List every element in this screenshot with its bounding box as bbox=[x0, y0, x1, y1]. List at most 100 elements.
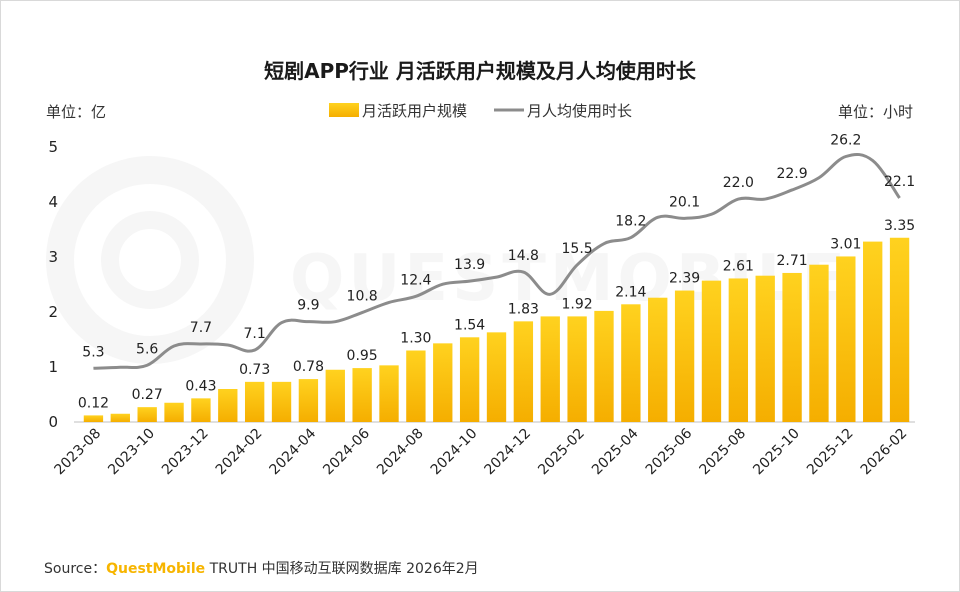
bar-label: 1.92 bbox=[562, 296, 593, 312]
x-tick-label: 2025-10 bbox=[750, 426, 803, 479]
bar bbox=[836, 256, 856, 422]
y-tick-label: 2 bbox=[48, 303, 58, 321]
x-tick-label: 2024-12 bbox=[482, 426, 535, 479]
bar bbox=[164, 402, 184, 422]
bar bbox=[406, 350, 426, 422]
bar-label: 0.95 bbox=[347, 348, 378, 364]
line-series bbox=[93, 152, 901, 370]
x-tick-label: 2025-02 bbox=[535, 426, 588, 479]
x-tick-label: 2023-10 bbox=[105, 426, 158, 479]
line-label: 14.8 bbox=[508, 248, 539, 264]
bar-label: 3.35 bbox=[884, 218, 915, 234]
bar-label: 2.71 bbox=[776, 253, 807, 269]
bar bbox=[379, 365, 399, 422]
bar bbox=[298, 379, 319, 422]
bar bbox=[728, 278, 749, 422]
line-label: 20.1 bbox=[669, 194, 700, 210]
line-label: 5.3 bbox=[82, 344, 104, 360]
bar-label: 0.43 bbox=[185, 378, 216, 394]
y-tick-label: 1 bbox=[48, 358, 58, 376]
x-tick-label: 2025-08 bbox=[696, 426, 749, 479]
source-rest: TRUTH 中国移动互联网数据库 2026年2月 bbox=[209, 561, 479, 577]
y-tick-label: 0 bbox=[48, 413, 58, 431]
bar bbox=[809, 264, 829, 422]
bar-label: 1.83 bbox=[508, 301, 539, 317]
line-label: 18.2 bbox=[615, 214, 646, 230]
bar bbox=[352, 368, 372, 422]
bar bbox=[621, 304, 641, 422]
bar-data-labels: 0.12 0.27 0.43 0.73 0.78 0.95 1.30 1.54 1.83 1.92… bbox=[78, 218, 915, 412]
x-tick-label: 2024-10 bbox=[428, 426, 481, 479]
source-note: Source：QuestMobile TRUTH 中国移动互联网数据库 2026… bbox=[44, 558, 479, 578]
bar bbox=[540, 316, 560, 422]
x-tick-label: 2023-12 bbox=[159, 426, 212, 479]
y-tick-label: 3 bbox=[48, 248, 58, 266]
bar bbox=[567, 316, 587, 422]
bar-label: 0.12 bbox=[78, 395, 109, 411]
bar bbox=[110, 413, 130, 422]
legend-bar-swatch bbox=[329, 103, 359, 117]
usage-line bbox=[93, 152, 901, 370]
bar bbox=[889, 237, 910, 422]
line-data-labels: 5.3 5.6 7.7 7.1 9.9 10.8 12.4 13.9 14.8 15.5 18.2 2… bbox=[82, 133, 915, 361]
bar bbox=[459, 337, 480, 422]
y-axis-ticks: 0 1 2 3 4 5 bbox=[48, 138, 58, 431]
bar bbox=[325, 369, 345, 422]
line-label: 7.7 bbox=[190, 320, 212, 336]
line-label: 10.8 bbox=[347, 289, 378, 305]
bar bbox=[486, 332, 507, 422]
bar-label: 0.27 bbox=[132, 387, 163, 403]
bar bbox=[701, 280, 722, 422]
bar-series bbox=[83, 237, 910, 422]
line-label: 22.0 bbox=[723, 175, 754, 191]
line-label: 26.2 bbox=[830, 133, 861, 149]
bar bbox=[83, 415, 104, 422]
bar bbox=[863, 241, 883, 422]
line-label: 22.1 bbox=[884, 174, 915, 190]
left-unit: 单位：亿 bbox=[46, 103, 106, 121]
line-label: 15.5 bbox=[562, 241, 593, 257]
bar bbox=[648, 297, 668, 422]
x-tick-label: 2025-04 bbox=[589, 425, 642, 478]
bar bbox=[782, 272, 802, 422]
bar-label: 2.14 bbox=[615, 284, 646, 300]
bar-label: 3.01 bbox=[830, 236, 861, 252]
bar bbox=[218, 389, 238, 422]
source-prefix: Source： bbox=[44, 561, 107, 577]
line-label: 22.9 bbox=[776, 166, 807, 182]
y-tick-label: 5 bbox=[48, 138, 58, 156]
x-tick-label: 2026-02 bbox=[858, 426, 911, 479]
x-tick-label: 2024-06 bbox=[320, 425, 373, 478]
bar bbox=[433, 343, 453, 422]
source-brand: QuestMobile bbox=[106, 561, 206, 577]
x-tick-label: 2024-04 bbox=[267, 425, 320, 478]
line-label: 13.9 bbox=[454, 257, 485, 273]
bar-label: 1.54 bbox=[454, 317, 485, 333]
bar-label: 0.78 bbox=[293, 359, 324, 375]
bar bbox=[137, 407, 157, 422]
bar bbox=[755, 275, 775, 422]
bar bbox=[674, 290, 695, 422]
y-tick-label: 4 bbox=[48, 193, 58, 211]
x-axis-ticks: 2023-08 2023-10 2023-12 2024-02 2024-04 2024-… bbox=[52, 425, 911, 478]
bar-label: 2.39 bbox=[669, 271, 700, 287]
legend-line-label: 月人均使用时长 bbox=[527, 102, 632, 120]
legend-bar-label: 月活跃用户规模 bbox=[362, 102, 467, 120]
bar-label: 1.30 bbox=[400, 331, 431, 347]
line-label: 5.6 bbox=[136, 341, 158, 357]
bar-label: 0.73 bbox=[239, 362, 270, 378]
x-tick-label: 2024-02 bbox=[213, 426, 266, 479]
legend: 月活跃用户规模 月人均使用时长 bbox=[329, 102, 632, 120]
bar-label: 2.61 bbox=[723, 258, 754, 274]
bar bbox=[594, 310, 614, 422]
x-tick-label: 2023-08 bbox=[52, 426, 105, 479]
bar bbox=[271, 381, 292, 422]
x-tick-label: 2025-06 bbox=[643, 425, 696, 478]
bar bbox=[191, 398, 211, 422]
chart-title: 短剧APP行业 月活跃用户规模及月人均使用时长 bbox=[264, 59, 697, 83]
line-label: 7.1 bbox=[244, 326, 266, 342]
line-label: 12.4 bbox=[400, 272, 431, 288]
bar bbox=[513, 321, 534, 422]
right-unit: 单位：小时 bbox=[838, 103, 913, 121]
